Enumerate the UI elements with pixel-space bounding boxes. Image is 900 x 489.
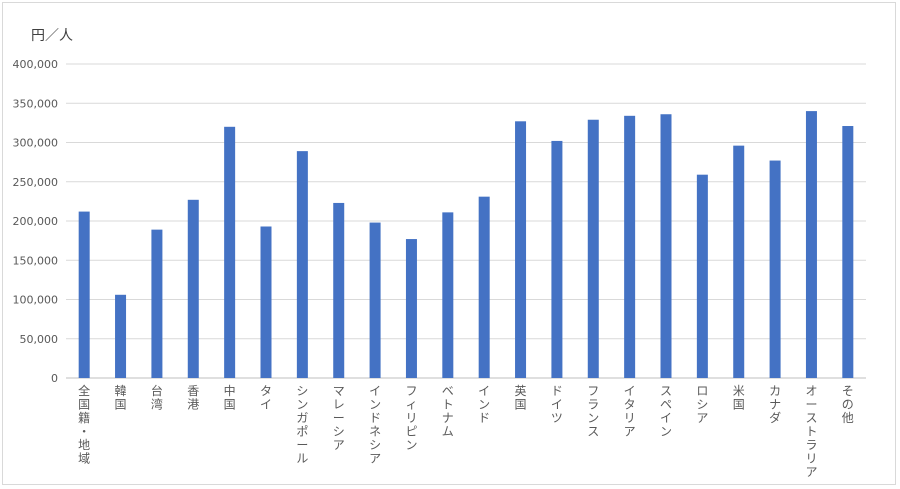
- x-tick-label: 台湾: [151, 383, 163, 412]
- x-tick-label: シンガポール: [296, 384, 308, 466]
- x-tick-label: その他: [842, 384, 854, 425]
- x-tick-label: オーストラリア: [805, 384, 817, 479]
- x-tick-label: イタリア: [624, 384, 636, 439]
- bar: [515, 121, 527, 379]
- x-tick-label: 英国: [515, 384, 527, 412]
- bar: [78, 211, 90, 378]
- bar: [151, 229, 163, 378]
- bar: [769, 160, 781, 378]
- y-tick-label: 250,000: [13, 176, 59, 189]
- x-tick-label: フィリピン: [405, 384, 417, 452]
- y-tick-label: 300,000: [13, 137, 59, 150]
- y-tick-label: 400,000: [13, 58, 59, 71]
- bar: [333, 202, 345, 378]
- y-axis-unit-label: 円／人: [31, 28, 73, 44]
- bar: [442, 212, 454, 378]
- bar: [115, 294, 127, 378]
- x-tick-label: スペイン: [660, 384, 672, 439]
- bar: [696, 174, 708, 378]
- bar: [805, 111, 817, 378]
- y-tick-label: 50,000: [20, 333, 59, 346]
- x-tick-label: マレーシア: [333, 384, 345, 452]
- bar: [296, 151, 308, 378]
- bar: [587, 119, 599, 379]
- x-tick-label: 香港: [187, 384, 199, 412]
- x-tick-label: インドネシア: [369, 384, 381, 466]
- bar: [478, 196, 490, 378]
- bar: [551, 140, 563, 378]
- bar: [224, 126, 236, 378]
- x-tick-label: ベトナム: [442, 384, 454, 439]
- bar: [842, 126, 854, 378]
- x-tick-label: 中国: [224, 383, 236, 412]
- bar: [660, 114, 672, 379]
- x-tick-label: ドイツ: [551, 384, 563, 425]
- bar: [405, 239, 417, 378]
- y-tick-label: 0: [51, 372, 58, 385]
- y-tick-label: 150,000: [13, 254, 59, 267]
- bar: [187, 199, 199, 378]
- x-tick-label: 全国籍・地域: [78, 383, 90, 466]
- x-tick-label: 韓国: [115, 384, 127, 412]
- x-tick-label: ロシア: [696, 384, 708, 425]
- bar: [369, 222, 381, 378]
- bar: [624, 115, 636, 378]
- x-tick-label: フランス: [587, 384, 599, 439]
- bar: [733, 145, 745, 378]
- bar: [260, 226, 272, 378]
- y-tick-label: 100,000: [13, 294, 59, 307]
- x-tick-label: タイ: [260, 384, 272, 412]
- y-tick-label: 350,000: [13, 97, 59, 110]
- y-tick-label: 200,000: [13, 215, 59, 228]
- x-tick-label: インド: [478, 384, 490, 425]
- x-tick-label: カナダ: [769, 384, 781, 425]
- x-tick-label: 米国: [733, 384, 745, 412]
